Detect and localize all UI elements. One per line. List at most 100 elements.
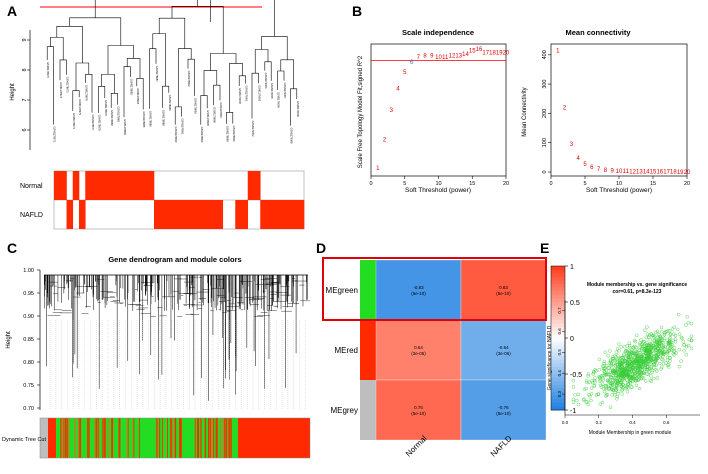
- heatmap-cell: [375, 379, 462, 441]
- e-point: [617, 356, 622, 361]
- nafld-trait-cell: [179, 200, 186, 229]
- e-point: [586, 402, 590, 406]
- legend-gradient-step: [551, 366, 565, 371]
- e-point: [637, 363, 641, 368]
- module-color-stripe: [162, 418, 163, 458]
- e-point: [624, 364, 629, 368]
- module-color-stripe: [102, 418, 104, 458]
- module-color-stripe: [138, 418, 140, 458]
- e-point: [576, 392, 581, 397]
- e-point: [606, 387, 611, 391]
- b2-point-label: 1: [556, 48, 560, 54]
- b1-point-label: 11: [442, 55, 449, 61]
- e-point: [614, 355, 618, 359]
- e-point: [615, 381, 620, 385]
- e-point: [589, 386, 594, 390]
- leaf-label: GSM1178999: [232, 126, 236, 142]
- b2-point-label: 13: [636, 169, 643, 175]
- e-point: [641, 341, 645, 345]
- leaf-label: GSM1178997: [219, 102, 223, 118]
- e-point: [585, 400, 589, 404]
- e-point: [645, 347, 649, 351]
- e-xlabel: Module Membership in green module: [589, 430, 672, 436]
- e-point: [621, 355, 626, 360]
- e-point: [636, 356, 641, 361]
- panel-a-letter: A: [7, 3, 17, 19]
- b2-y-tick-label: 300: [542, 79, 548, 88]
- nafld-trait-cell: [154, 200, 161, 229]
- b1-x-ticks: 0 5 10 15 20: [369, 176, 509, 187]
- e-point: [628, 360, 633, 364]
- e-point: [657, 338, 661, 343]
- e-point: [604, 384, 608, 388]
- legend-gradient-step: [551, 370, 565, 375]
- b2-point-label: 3: [570, 142, 574, 148]
- e-point: [615, 382, 619, 386]
- e-point: [665, 338, 669, 342]
- heatmap-cell-value: 0.64: [414, 345, 423, 350]
- b2-xlabel: Soft Threshold (power): [586, 187, 652, 194]
- e-point: [602, 370, 607, 374]
- legend-gradient-step: [551, 323, 565, 328]
- e-point: [618, 373, 623, 377]
- e-point: [646, 355, 651, 359]
- e-y-tick-label: 0.5: [557, 349, 562, 356]
- e-point: [633, 359, 637, 363]
- trait-label-nafld: NAFLD: [20, 212, 43, 219]
- normal-trait-cell: [122, 171, 130, 200]
- e-point: [665, 351, 670, 356]
- module-color-stripe: [228, 418, 230, 458]
- legend-gradient-step: [551, 388, 565, 393]
- module-color-stripe: [88, 418, 90, 458]
- b1-ylabel: Scale Free Topology Model Fit,signed R^2: [358, 55, 364, 168]
- e-point: [667, 365, 671, 369]
- e-point: [590, 380, 595, 385]
- e-point: [635, 369, 640, 373]
- e-point: [649, 362, 653, 366]
- e-point: [642, 356, 646, 361]
- b1-x-tick-label: 15: [469, 181, 475, 187]
- e-point: [657, 354, 661, 359]
- module-color-stripe: [223, 418, 226, 458]
- e-point: [592, 369, 596, 374]
- leaf-label: GSM1178987: [155, 66, 159, 82]
- e-point: [617, 349, 621, 353]
- e-point: [677, 312, 681, 317]
- e-point: [661, 354, 665, 359]
- heatmap-cell: [375, 259, 462, 321]
- legend-gradient-step: [551, 402, 565, 407]
- e-point: [615, 384, 619, 388]
- b2-x-tick-label: 15: [650, 181, 656, 187]
- heatmap-color-legend: 1 0.5 0 -0.5 -1: [550, 264, 582, 415]
- heatmap-cell-pvalue: (5e-10): [496, 411, 511, 416]
- tree-branch: [264, 61, 272, 81]
- a-y-tick-label: 8: [22, 68, 28, 71]
- nafld-trait-cell: [66, 200, 74, 229]
- b1-point-label: 9: [430, 54, 434, 60]
- e-point: [608, 405, 613, 409]
- c-y-tick-label: 0.95: [23, 291, 34, 297]
- a-y-tick-label: 6: [22, 128, 28, 131]
- heatmap-cell: [460, 319, 547, 381]
- normal-trait-cell: [247, 171, 255, 200]
- e-point: [673, 333, 678, 338]
- legend-gradient-step: [551, 395, 565, 400]
- legend-gradient-step: [551, 316, 565, 321]
- e-point: [628, 359, 632, 364]
- e-point: [658, 336, 662, 340]
- c-title: Gene dendrogram and module colors: [108, 255, 241, 264]
- nafld-trait-cell: [210, 200, 217, 229]
- e-point: [602, 387, 606, 391]
- module-color-segment: [40, 418, 48, 458]
- e-point: [661, 358, 665, 362]
- e-point: [582, 387, 587, 391]
- e-point: [647, 366, 652, 371]
- e-point: [618, 358, 622, 363]
- a-y-tick-label: 9: [22, 38, 28, 41]
- e-point: [666, 342, 671, 346]
- module-color-stripe: [104, 418, 106, 458]
- e-point: [584, 378, 589, 383]
- e-point: [635, 333, 639, 338]
- tree-branch: [126, 58, 141, 79]
- e-point: [620, 388, 624, 392]
